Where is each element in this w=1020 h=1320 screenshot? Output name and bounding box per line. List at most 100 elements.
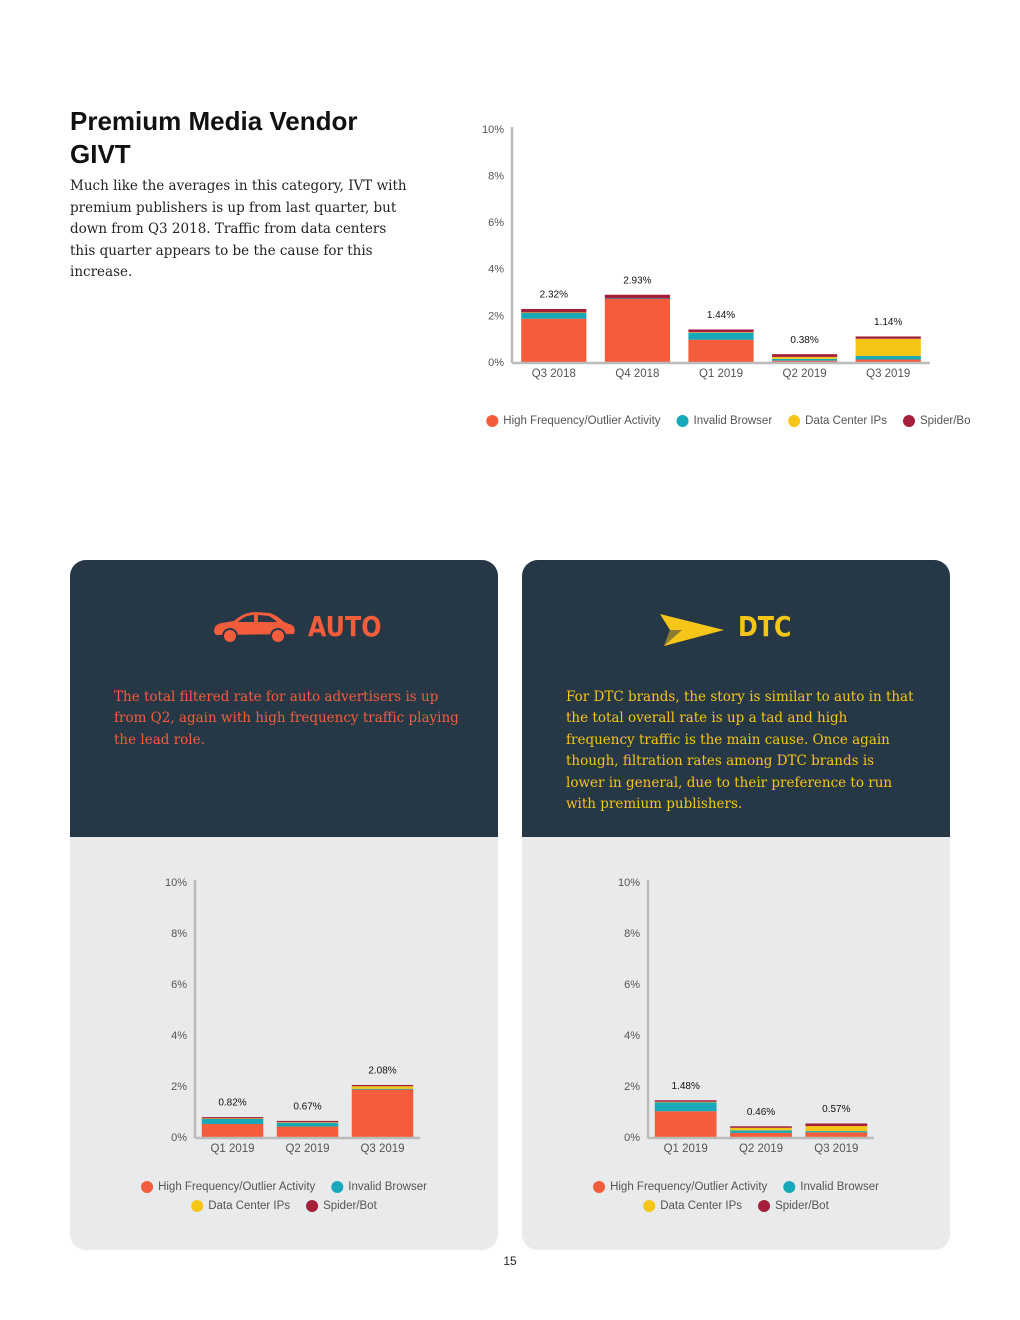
total-label: 2.93%	[623, 275, 651, 286]
legend-swatch	[486, 415, 499, 427]
y-tick-label: 10%	[618, 877, 640, 889]
bar-segment	[276, 1122, 339, 1123]
bar-segment	[855, 336, 921, 339]
legend-label: Data Center IPs	[660, 1200, 742, 1212]
y-tick-label: 4%	[171, 1030, 187, 1042]
bar-segment	[730, 1127, 792, 1131]
legend-swatch	[788, 415, 801, 427]
bar-segment	[201, 1123, 264, 1138]
bar-segment	[351, 1084, 414, 1087]
bar-segment	[805, 1131, 868, 1133]
legend-label: Data Center IPs	[805, 415, 887, 427]
legend-row: Data Center IPs Spider/Bot	[643, 1200, 830, 1212]
legend-label: Invalid Browser	[800, 1181, 879, 1193]
legend-label: High Frequency/Outlier Activity	[158, 1181, 315, 1193]
x-tick-label: Q1 2019	[699, 368, 743, 380]
legend-row: High Frequency/Outlier Activity Invalid B…	[593, 1181, 879, 1193]
bar-segment	[805, 1123, 868, 1127]
panel-text: For DTC brands, the story is similar to …	[566, 688, 914, 813]
bar-segment	[688, 332, 754, 340]
y-tick-label: 0%	[624, 1132, 640, 1144]
y-tick-label: 0%	[488, 357, 504, 369]
bar-segment	[351, 1089, 414, 1138]
legend-row: High Frequency/Outlier Activity Invalid B…	[486, 415, 970, 427]
bar-segment	[604, 294, 671, 299]
legend-label: Spider/Bot	[775, 1200, 830, 1212]
legend-swatch	[191, 1200, 204, 1212]
legend-swatch	[902, 415, 915, 427]
bar-segment	[604, 298, 671, 363]
bar-segment	[521, 308, 587, 313]
legend-swatch	[783, 1181, 796, 1193]
y-tick-label: 10%	[482, 124, 504, 136]
auto-panel: AUTO The total filtered rate for auto ad…	[70, 560, 498, 1250]
total-label: 0.38%	[790, 335, 818, 346]
bar-segment	[855, 356, 921, 360]
total-label: 0.46%	[747, 1107, 775, 1118]
chart: 0% 2% 4% 6% 8% 10% 2.32% Q3 2018 2.93% Q4 2018 1.4…	[482, 124, 970, 427]
x-tick-label: Q3 2019	[866, 368, 910, 380]
y-tick-label: 2%	[624, 1081, 640, 1093]
legend-label: Invalid Browser	[694, 415, 773, 427]
bar-segment	[201, 1118, 264, 1124]
bar-segment	[276, 1120, 339, 1123]
legend-swatch	[331, 1181, 344, 1193]
x-tick-label: Q2 2019	[739, 1143, 783, 1155]
bar-segment	[730, 1126, 792, 1128]
legend-label: High Frequency/Outlier Activity	[610, 1181, 767, 1193]
bar-segment	[771, 354, 838, 357]
y-tick-label: 6%	[624, 979, 640, 991]
x-tick-label: Q3 2019	[814, 1143, 858, 1155]
bar-segment	[688, 329, 754, 333]
legend-label: Invalid Browser	[348, 1181, 427, 1193]
intro-text: Much like the averages in this category,…	[70, 178, 407, 280]
x-tick-label: Q2 2019	[285, 1143, 329, 1155]
legend-swatch	[676, 415, 689, 427]
x-tick-label: Q2 2019	[783, 368, 827, 380]
bar-segment	[276, 1122, 339, 1127]
y-tick-label: 6%	[171, 979, 187, 991]
bar-segment	[654, 1111, 717, 1138]
dtc-panel: DTC For DTC brands, the story is similar…	[522, 560, 950, 1250]
legend-swatch	[758, 1200, 771, 1212]
bar-segment	[730, 1130, 792, 1133]
total-label: 0.67%	[293, 1102, 321, 1113]
bar-segment	[771, 356, 838, 359]
total-label: 1.48%	[671, 1081, 699, 1092]
bar-segment	[201, 1118, 264, 1119]
total-label: 2.08%	[368, 1066, 396, 1077]
bar-segment	[805, 1126, 868, 1132]
bar-segment	[771, 358, 838, 361]
total-label: 0.57%	[822, 1104, 850, 1115]
legend-swatch	[306, 1200, 319, 1212]
bar-segment	[654, 1102, 717, 1112]
bar-segment	[276, 1126, 339, 1138]
legend-label: Spider/Bot	[920, 415, 970, 427]
bar-segment	[201, 1117, 264, 1119]
legend-swatch	[141, 1181, 154, 1193]
legend-row: High Frequency/Outlier Activity Invalid B…	[141, 1181, 427, 1193]
heading: AUTO	[308, 610, 382, 643]
car-icon	[214, 612, 295, 644]
total-label: 2.32%	[540, 290, 568, 301]
bar-segment	[855, 359, 921, 363]
legend-label: Data Center IPs	[208, 1200, 290, 1212]
title: Premium Media Vendor GIVT	[70, 106, 358, 169]
bar-segment	[521, 312, 587, 319]
total-label: 1.14%	[874, 317, 902, 328]
total-label: 0.82%	[218, 1098, 246, 1109]
x-tick-label: Q4 2018	[615, 368, 659, 380]
bar-segment	[351, 1088, 414, 1090]
y-tick-label: 6%	[488, 217, 504, 229]
legend-label: High Frequency/Outlier Activity	[503, 415, 660, 427]
x-tick-label: Q1 2019	[210, 1143, 254, 1155]
panel-header: DTC For DTC brands, the story is similar…	[522, 560, 950, 837]
y-tick-label: 10%	[165, 877, 187, 889]
y-tick-label: 0%	[171, 1132, 187, 1144]
legend-label: Spider/Bot	[323, 1200, 378, 1212]
x-tick-label: Q3 2019	[360, 1143, 404, 1155]
page-number: 15	[503, 1254, 517, 1268]
bar-segment	[805, 1132, 868, 1138]
chart: 0% 2% 4% 6% 8% 10% 0.82% Q1 2019 0.67% Q2 2019 2.0…	[141, 877, 427, 1212]
